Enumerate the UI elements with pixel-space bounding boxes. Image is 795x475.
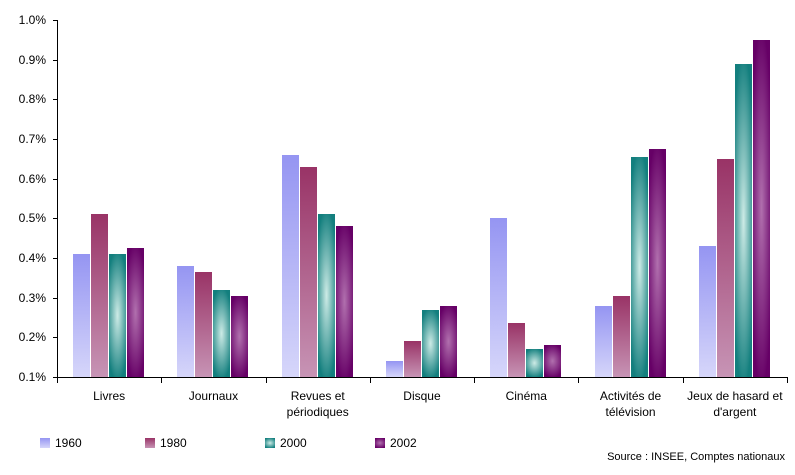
y-tick-mark [53, 139, 58, 140]
legend-swatch-icon [40, 438, 50, 448]
y-tick-label: 0.8% [18, 92, 46, 107]
bar-1960 [386, 361, 403, 377]
x-tick-mark [787, 378, 788, 383]
x-tick-mark [578, 378, 580, 383]
bar-1960 [177, 265, 195, 377]
y-tick-label: 1.0% [18, 13, 46, 27]
bar-2002 [231, 295, 249, 377]
y-tick-mark [53, 59, 58, 61]
y-tick-label: 0.2% [18, 330, 46, 345]
bar-2000 [213, 289, 231, 377]
bar-1980 [716, 158, 734, 377]
x-category-label: Livres [93, 389, 126, 403]
y-tick-label: 0.5% [18, 211, 46, 226]
y-tick-label: 0.7% [18, 132, 46, 146]
x-category-label: Revues et périodiques [286, 389, 349, 419]
bar-2002 [648, 148, 666, 377]
y-tick-mark [53, 178, 58, 180]
bar-1960 [281, 154, 299, 377]
legend-swatch-icon [145, 438, 155, 448]
bar-1980 [612, 295, 630, 377]
bar-1980 [299, 166, 317, 377]
source-note: Source : INSEE, Comptes nationaux [607, 451, 785, 463]
x-tick-mark [474, 378, 476, 383]
bar-1960 [490, 218, 508, 377]
bar-1960 [594, 305, 612, 377]
bar-1980 [508, 323, 526, 377]
y-tick-mark [53, 99, 58, 101]
bar-2000 [630, 156, 648, 377]
x-tick-mark [57, 378, 58, 383]
bar-1960 [698, 246, 716, 377]
y-tick-mark [53, 218, 58, 220]
bar-2002 [127, 248, 145, 377]
y-tick-label: 0.4% [18, 251, 46, 265]
legend-item-2000: 2000 [265, 436, 307, 450]
legend-item-1960: 1960 [40, 436, 82, 450]
y-tick-mark [53, 20, 58, 21]
x-tick-mark [265, 378, 267, 383]
y-tick-label: 0.9% [18, 52, 46, 67]
x-category-label: Activités de télévision [599, 389, 662, 419]
y-tick-label: 0.1% [18, 370, 46, 384]
bar-2000 [422, 309, 439, 377]
legend-label: 1980 [160, 436, 187, 450]
x-tick-mark [682, 378, 684, 383]
bar-2000 [109, 254, 127, 377]
bar-2000 [317, 214, 335, 377]
legend-label: 1960 [55, 436, 82, 450]
bar-2002 [440, 305, 457, 377]
legend-label: 2000 [280, 436, 307, 450]
y-tick-mark [53, 297, 58, 299]
legend-swatch-icon [375, 438, 385, 448]
y-tick-label: 0.3% [18, 290, 46, 305]
bar-2000 [526, 349, 544, 377]
bar-1980 [91, 214, 109, 377]
bar-1980 [195, 271, 213, 377]
y-tick-mark [53, 337, 58, 339]
y-tick-mark [53, 377, 58, 378]
bar-2000 [734, 63, 752, 377]
bar-2002 [335, 226, 353, 377]
x-tick-mark [369, 378, 371, 383]
x-category-label: Journaux [188, 389, 239, 403]
legend-item-1980: 1980 [145, 436, 187, 450]
bar-1980 [404, 341, 421, 377]
y-tick-label: 0.6% [18, 171, 46, 186]
bar-2002 [544, 345, 562, 377]
x-tick-mark [161, 378, 163, 383]
legend-item-2002: 2002 [375, 436, 417, 450]
bar-2002 [752, 39, 770, 377]
x-category-label: Jeux de hasard et d'argent [687, 389, 783, 419]
y-tick-mark [53, 258, 58, 259]
plot-area [57, 20, 788, 378]
bar-1960 [73, 254, 91, 377]
legend-label: 2002 [390, 436, 417, 450]
x-category-label: Disque [403, 389, 441, 403]
legend-swatch-icon [265, 438, 275, 448]
x-category-label: Cinéma [505, 389, 547, 403]
